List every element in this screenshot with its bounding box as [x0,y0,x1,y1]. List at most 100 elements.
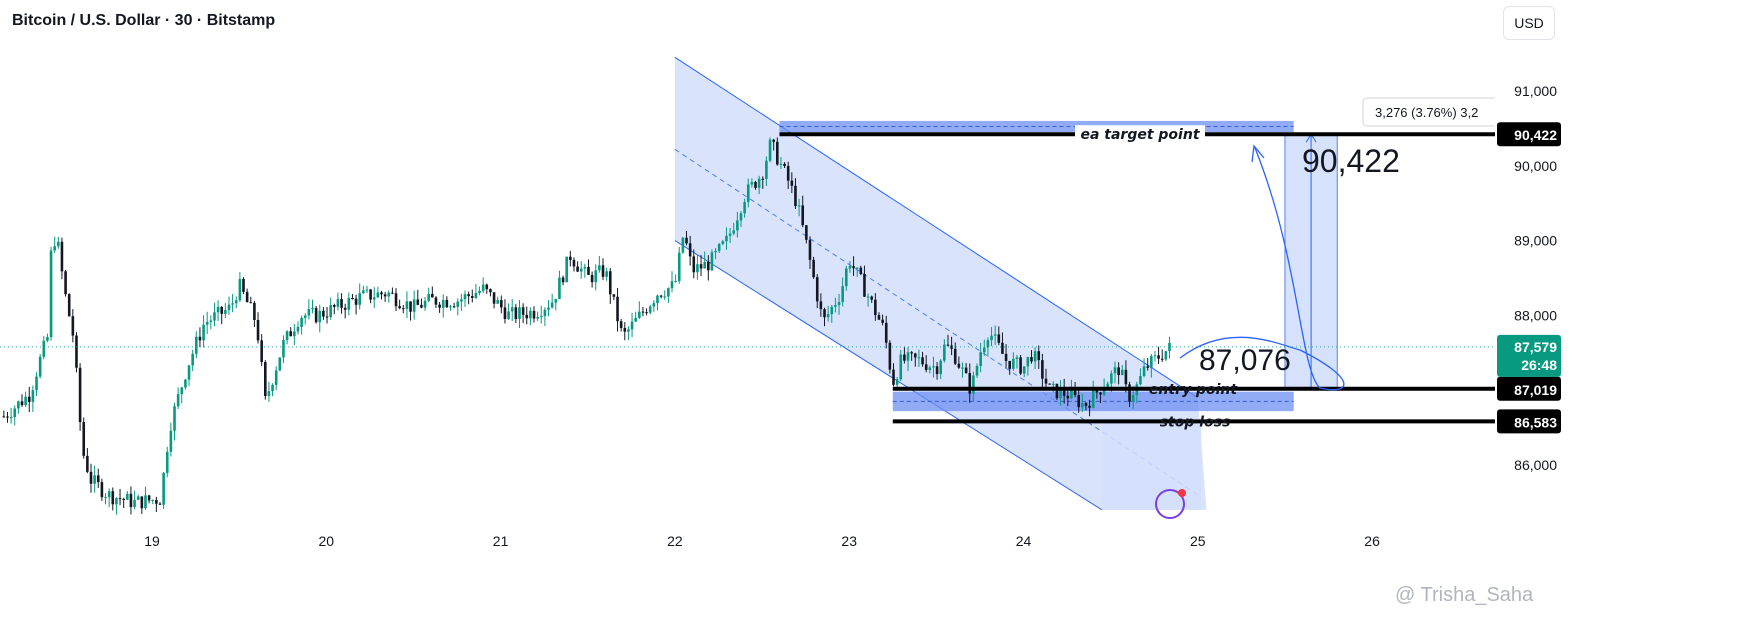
candle-body [859,267,863,274]
candle-body [554,298,558,303]
candle-body [830,306,834,315]
candle-body [234,300,238,304]
candle-body [928,367,932,370]
candle-body [57,241,60,247]
candle-body [699,264,703,269]
candle-body [96,475,100,483]
candle-body [659,295,663,297]
candle-body [86,455,89,472]
candle-body [935,366,939,374]
candle-body [412,299,416,312]
candle-body [1033,351,1037,362]
candle-body [1146,366,1149,368]
candle-body [605,271,608,277]
candle-body [224,309,227,314]
candle-body [819,301,823,310]
candle-body [1077,395,1080,408]
projection-area [1101,420,1202,510]
candle-body [420,304,423,308]
candle-body [1128,384,1131,402]
candle-body [877,315,881,320]
candle-body [133,499,136,508]
candle-body [790,180,794,186]
candle-body [648,306,652,313]
candle-body [416,299,420,305]
candle-body [801,205,805,226]
candle-body [1120,369,1124,376]
candle-body [507,311,510,319]
candle-body [1153,355,1157,357]
candle-body [547,307,550,310]
candle-body [612,294,616,297]
candle-body [474,292,478,298]
candle-body [667,288,670,297]
candle-body [703,261,706,269]
candle-body [311,308,314,310]
candle-body [1102,388,1106,395]
candle-body [13,408,17,418]
candle-body [975,365,979,376]
candle-body [75,335,78,368]
target-badge-bg [1497,122,1561,147]
candle-body [906,352,910,361]
candle-body [325,316,329,318]
candle-body [380,292,383,295]
candle-body [449,306,452,308]
candle-body [253,302,256,321]
candle-body [227,304,231,310]
candle-body [739,213,743,221]
candle-body [256,320,260,341]
currency-button[interactable]: USD [1503,6,1555,40]
candle-body [398,306,401,309]
candle-body [452,306,456,308]
candle-body [550,302,554,308]
candle-body [514,307,518,319]
candle-body [866,296,870,298]
candle-body [990,335,993,341]
candle-body [630,321,634,330]
candle-body [129,493,133,508]
x-tick-label: 24 [1016,533,1032,549]
candle-body [9,417,13,419]
candle-body [329,305,332,317]
candle-body [688,243,692,257]
entry-badge: 87,019 [1514,382,1557,398]
candle-body [783,163,786,167]
candle-body [917,357,921,359]
candle-body [587,266,590,275]
current-price-timer: 26:48 [1521,357,1557,373]
time-axis: 19 20 21 22 23 24 25 26 [144,533,1380,549]
candle-body [663,296,667,298]
candle-body [823,309,826,318]
candle-body [1160,358,1164,360]
candle-body [732,230,736,234]
candle-body [503,307,507,319]
x-tick-label: 19 [144,533,160,549]
candle-body [993,334,997,336]
candle-body [289,331,293,337]
candle-body [685,237,688,244]
candle-body [761,178,765,180]
candle-body [529,310,532,319]
y-tick-label: 88,000 [1514,307,1557,323]
candle-body [387,292,391,297]
candle-body [852,266,855,269]
candle-body [972,375,975,394]
candle-body [1019,357,1022,374]
candle-body [165,451,169,473]
candle-body [725,235,728,242]
candle-body [746,184,750,202]
candle-body [78,367,82,423]
candles-group [2,137,1171,515]
entry-label: entry point [1149,382,1238,398]
candle-body [362,290,365,294]
candle-body [841,286,844,303]
target-badge: 90,422 [1514,127,1557,143]
measure-label: 3,276 (3.76%) 3,2 [1375,105,1478,120]
candle-body [470,296,474,298]
candle-body [943,344,946,361]
candle-body [340,299,343,308]
candle-body [677,252,681,282]
candle-body [71,316,75,336]
